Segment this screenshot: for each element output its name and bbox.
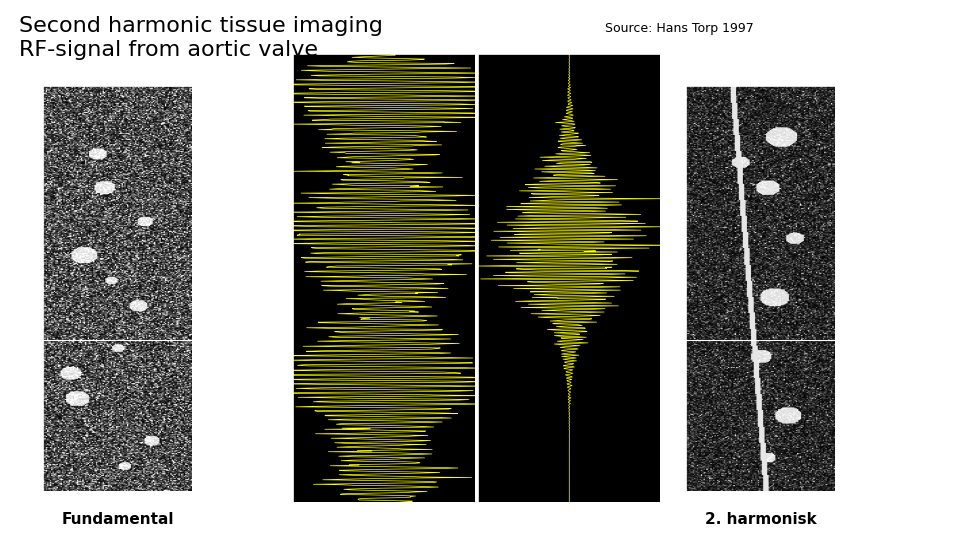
Text: 2. harmonisk: 2. harmonisk — [705, 511, 817, 526]
Text: Fundamental: Fundamental — [61, 511, 174, 526]
Text: Second harmonic tissue imaging
RF-signal from aortic valve: Second harmonic tissue imaging RF-signal… — [19, 16, 383, 60]
Text: Source: Hans Torp 1997: Source: Hans Torp 1997 — [605, 22, 754, 35]
